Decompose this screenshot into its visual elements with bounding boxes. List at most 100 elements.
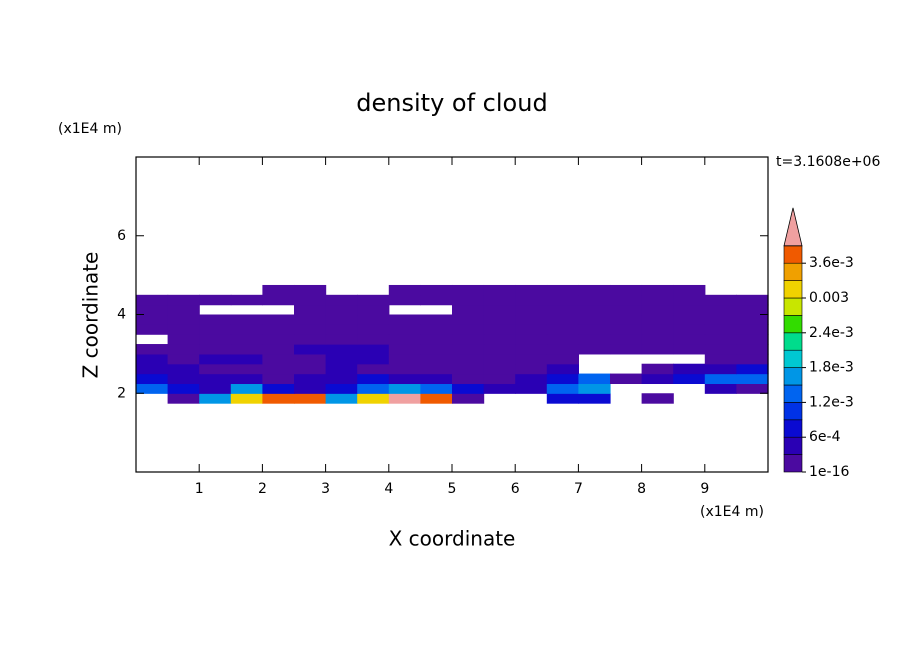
contour-cell — [388, 334, 421, 345]
colorbar-band — [783, 280, 803, 299]
contour-cell — [420, 314, 453, 325]
contour-cell — [641, 344, 674, 355]
contour-cell — [420, 363, 453, 375]
contour-cell — [388, 284, 421, 296]
contour-cell — [325, 344, 358, 355]
x-tick-label: 1 — [195, 481, 204, 497]
contour-cell — [673, 363, 706, 375]
contour-cell — [388, 324, 421, 335]
contour-cell — [452, 334, 485, 345]
contour-cell — [262, 353, 295, 365]
contour-cell — [420, 393, 453, 404]
contour-cell — [515, 383, 548, 394]
contour-cell — [357, 324, 390, 335]
contour-cell — [230, 324, 263, 335]
colorbar-label: 1.2e-3 — [809, 394, 854, 410]
contour-cell — [167, 373, 200, 385]
colorbar-band — [783, 384, 803, 403]
x-tick-label: 2 — [258, 481, 267, 497]
contour-cell — [704, 294, 737, 306]
contour-cell — [388, 373, 421, 385]
contour-cell — [452, 344, 485, 355]
contour-cell — [325, 363, 358, 375]
contour-cell — [546, 383, 579, 394]
contour-cell — [546, 324, 579, 335]
contour-cell — [673, 284, 706, 296]
contour-cell — [357, 383, 390, 394]
contour-cell — [578, 334, 611, 345]
contour-cell — [578, 314, 611, 325]
contour-cell — [578, 304, 611, 316]
colorbar-label: 1.8e-3 — [809, 360, 854, 376]
contour-cell — [230, 344, 263, 355]
contour-cell — [578, 324, 611, 335]
y-tick-label: 2 — [117, 385, 126, 401]
contour-cell — [452, 294, 485, 306]
contour-cell — [262, 344, 295, 355]
contour-cell — [736, 383, 769, 394]
contour-cell — [294, 353, 327, 365]
contour-cell — [357, 304, 390, 316]
contour-cell — [610, 373, 643, 385]
contour-cell — [167, 314, 200, 325]
colorbar-band — [783, 367, 803, 386]
contour-cell — [483, 383, 516, 394]
contour-cell — [704, 344, 737, 355]
contour-cell — [736, 344, 769, 355]
contour-cell — [673, 294, 706, 306]
contour-cell — [357, 363, 390, 375]
x-tick-label: 4 — [384, 481, 393, 497]
contour-cell — [167, 353, 200, 365]
contour-cell — [294, 314, 327, 325]
contour-cell — [483, 344, 516, 355]
contour-cell — [294, 373, 327, 385]
colorbar-label: 0.003 — [809, 290, 849, 306]
contour-cell — [673, 334, 706, 345]
contour-cell — [167, 294, 200, 306]
contour-cell — [325, 373, 358, 385]
contour-cell — [673, 373, 706, 385]
contour-cell — [578, 344, 611, 355]
contour-cell — [325, 304, 358, 316]
contour-cell — [452, 353, 485, 365]
colorbar-band — [783, 436, 803, 455]
colorbar-over — [783, 207, 803, 247]
contour-cell — [262, 334, 295, 345]
contour-cell — [199, 334, 232, 345]
contour-cell — [199, 344, 232, 355]
colorbar-band — [783, 419, 803, 438]
contour-cell — [610, 294, 643, 306]
contour-cell — [641, 324, 674, 335]
contour-cell — [167, 324, 200, 335]
contour-cell — [610, 284, 643, 296]
contour-cell — [262, 324, 295, 335]
contour-cell — [420, 324, 453, 335]
contour-cell — [388, 294, 421, 306]
contour-cell — [641, 314, 674, 325]
contour-cell — [167, 393, 200, 404]
colorbar-band — [783, 315, 803, 334]
contour-cell — [136, 324, 169, 335]
contour-cell — [167, 334, 200, 345]
contour-cell — [262, 284, 295, 296]
contour-cell — [452, 314, 485, 325]
contour-cell — [420, 294, 453, 306]
contour-cell — [704, 314, 737, 325]
contour-cell — [136, 353, 169, 365]
contour-cell — [704, 324, 737, 335]
contour-cell — [230, 373, 263, 385]
contour-cell — [483, 314, 516, 325]
contour-cell — [610, 304, 643, 316]
y-tick-label: 4 — [117, 307, 126, 323]
contour-cell — [325, 353, 358, 365]
contour-cell — [452, 373, 485, 385]
contour-cell — [736, 324, 769, 335]
contour-cell — [515, 304, 548, 316]
contour-cell — [325, 393, 358, 404]
contour-cell — [199, 383, 232, 394]
contour-cell — [546, 304, 579, 316]
contour-cell — [230, 363, 263, 375]
colorbar-band — [783, 332, 803, 351]
contour-cell — [610, 324, 643, 335]
